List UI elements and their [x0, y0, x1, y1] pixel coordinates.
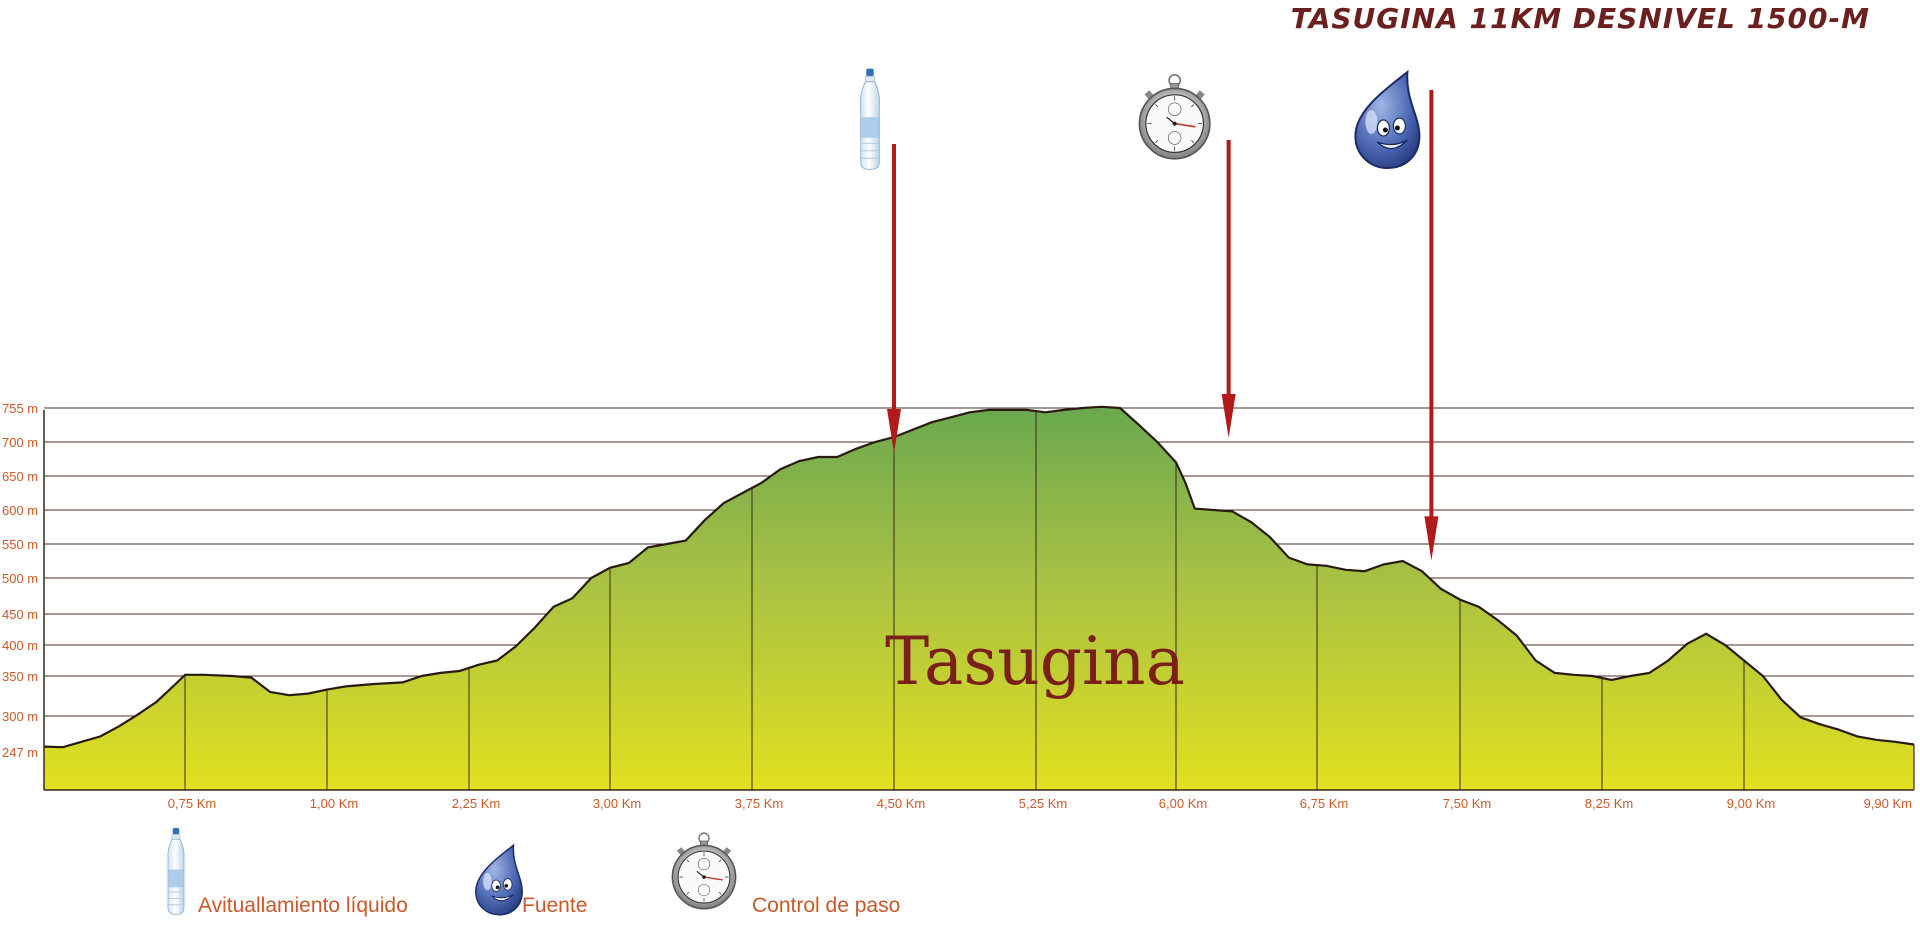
x-tick-label: 6,00 Km: [1159, 796, 1207, 811]
x-tick-label: 0,75 Km: [168, 796, 216, 811]
drop-icon: [475, 844, 523, 916]
y-tick-label: 247 m: [2, 745, 38, 760]
x-tick-label: 4,50 Km: [877, 796, 925, 811]
bottle-icon: [167, 827, 185, 915]
x-axis-tick-labels: 0,75 Km 1,00 Km 2,25 Km 3,00 Km 3,75 Km 4,50 …: [168, 796, 1912, 811]
x-tick-label: 6,75 Km: [1300, 796, 1348, 811]
route-markers: [860, 68, 1439, 561]
marker-arrow-head: [1424, 516, 1439, 561]
y-tick-label: 300 m: [2, 709, 38, 724]
y-tick-label: 400 m: [2, 638, 38, 653]
legend-label-stopwatch: Control de paso: [752, 894, 900, 917]
y-tick-label: 350 m: [2, 669, 38, 684]
marker-arrow-head: [887, 408, 901, 453]
water-drop-icon: [1354, 70, 1421, 170]
y-tick-label: 755 m: [2, 401, 38, 416]
x-tick-label: 8,25 Km: [1585, 796, 1633, 811]
chart-title: TASUGINA 11KM DESNIVEL 1500-M: [1291, 2, 1870, 35]
stopwatch-icon: [1138, 73, 1211, 160]
marker-stopwatch: [1138, 73, 1236, 438]
x-tick-label: 5,25 Km: [1019, 796, 1067, 811]
stopwatch-icon: [671, 832, 737, 910]
legend-label-drop: Fuente: [522, 894, 587, 917]
elevation-profile-line: [43, 405, 1915, 749]
x-tick-label: 9,90 Km: [1864, 796, 1912, 811]
y-tick-label: 550 m: [2, 537, 38, 552]
y-tick-label: 500 m: [2, 571, 38, 586]
y-tick-label: 600 m: [2, 503, 38, 518]
legend-item-bottle: Avituallamiento líquido: [167, 827, 408, 917]
elevation-area: [44, 406, 1914, 790]
y-tick-label: 450 m: [2, 607, 38, 622]
x-tick-label: 1,00 Km: [310, 796, 358, 811]
legend-label-bottle: Avituallamiento líquido: [198, 894, 408, 917]
y-tick-label: 700 m: [2, 435, 38, 450]
x-tick-label: 3,00 Km: [593, 796, 641, 811]
route-name-label: Tasugina: [885, 623, 1185, 700]
y-tick-label: 650 m: [2, 469, 38, 484]
x-tick-label: 2,25 Km: [452, 796, 500, 811]
km-division-lines: [184, 411, 1915, 790]
water-bottle-icon: [860, 68, 880, 170]
legend-item-stopwatch: Control de paso: [671, 832, 900, 917]
x-tick-label: 3,75 Km: [735, 796, 783, 811]
marker-drop: [1354, 70, 1439, 561]
marker-arrow-head: [1221, 394, 1236, 438]
marker-bottle: [860, 68, 901, 453]
legend-item-drop: Fuente: [475, 844, 587, 917]
x-tick-label: 7,50 Km: [1443, 796, 1491, 811]
x-tick-label: 9,00 Km: [1727, 796, 1775, 811]
y-axis-tick-labels: 247 m 300 m 350 m 400 m 450 m 500 m 550 m 600 m…: [2, 401, 38, 760]
legend: Avituallamiento líquido Fuente Control d…: [167, 827, 900, 917]
